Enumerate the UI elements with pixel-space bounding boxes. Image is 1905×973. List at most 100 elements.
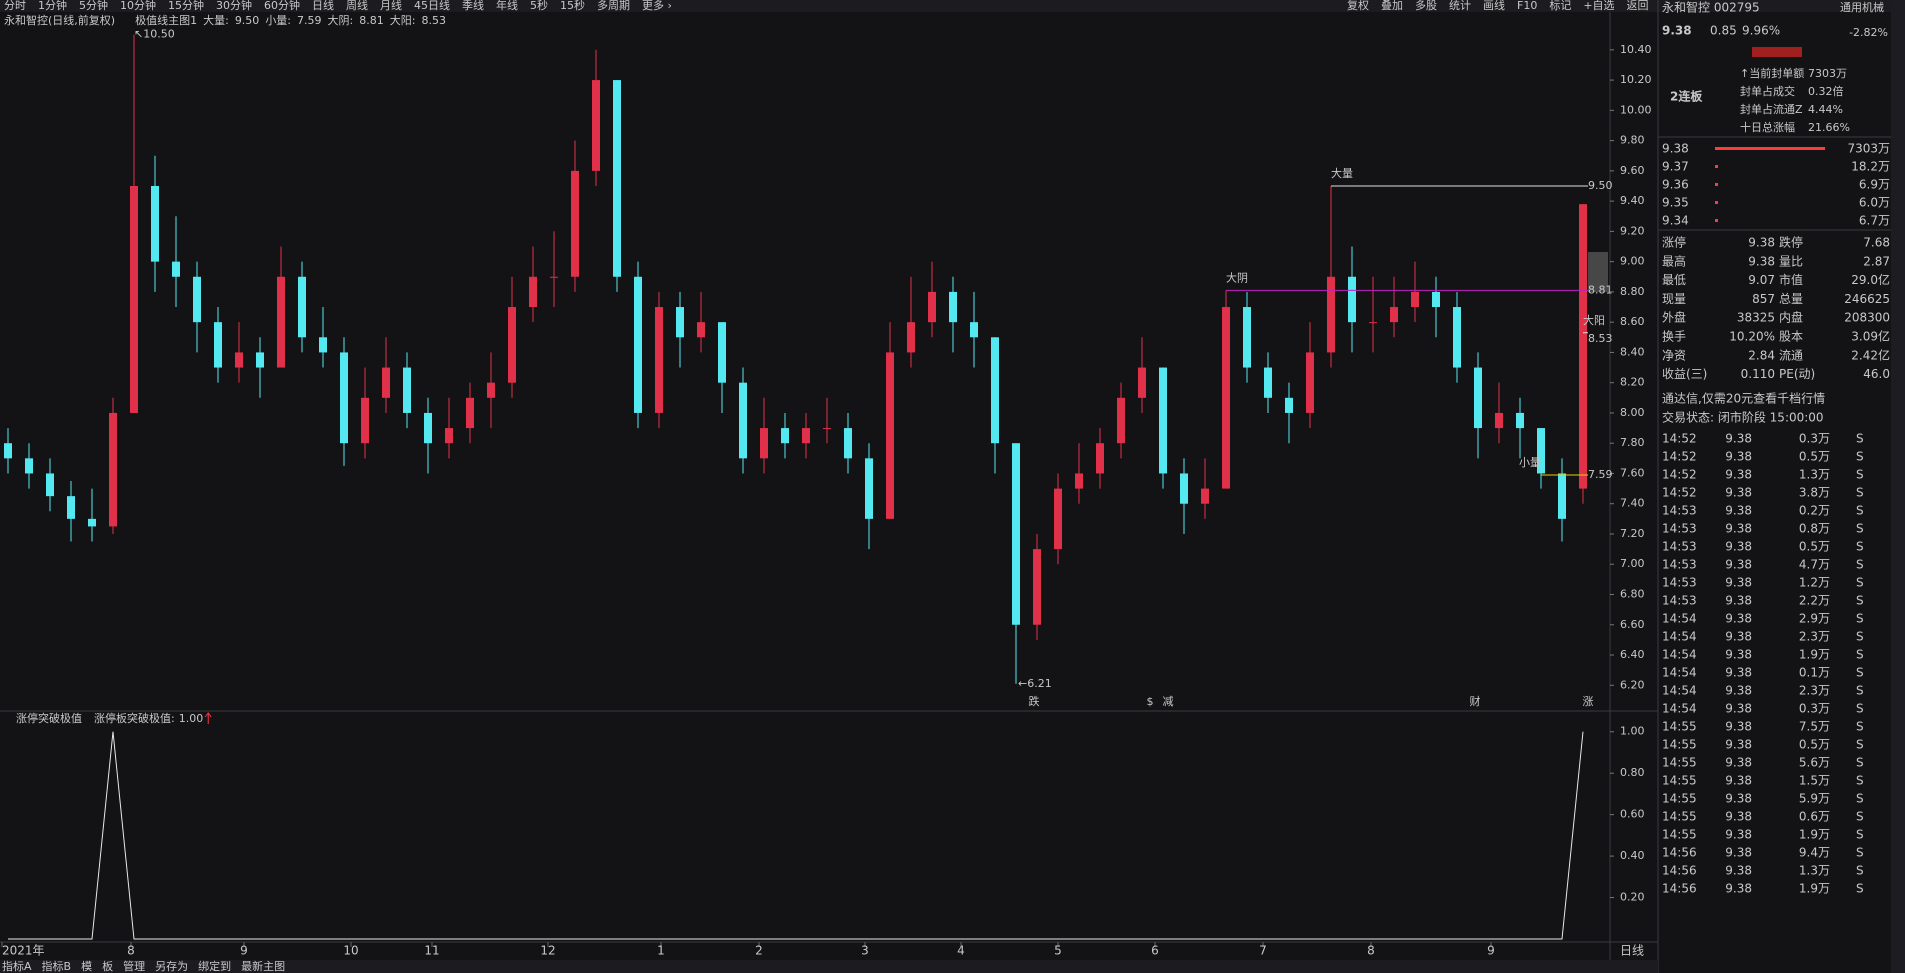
period-tab[interactable]: 1分钟 [38,0,67,12]
stat-label: 最高 [1662,253,1686,268]
candle-body [445,428,453,444]
candle-body [151,185,159,262]
book-volume: 6.9万 [1859,178,1890,192]
tick-time: 14:53 [1662,594,1697,608]
legend-value: 8.53 [421,14,446,27]
tick-side: S [1856,504,1864,518]
bottom-tab[interactable]: 另存为 [155,959,188,973]
bottom-tab[interactable]: 模 [81,960,92,973]
period-tab[interactable]: 年线 [496,0,518,12]
stat-value: 2.84 [1748,348,1775,362]
bottom-tab[interactable]: 指标B [42,959,72,973]
candle-body [1054,488,1062,550]
tool-button[interactable]: 多股 [1415,0,1437,12]
tick-time: 14:56 [1662,882,1697,896]
tick-price: 9.38 [1725,864,1752,878]
y-tick-label: 7.00 [1620,557,1645,570]
period-tab[interactable]: 季线 [462,0,484,12]
tool-button[interactable]: 返回 [1627,0,1649,12]
period-tab[interactable]: 周线 [346,0,368,12]
period-tab[interactable]: 30分钟 [216,0,252,12]
level-tag: 大阳 [1583,313,1605,327]
period-tab[interactable]: 日线 [312,0,334,12]
tick-price: 9.38 [1725,756,1752,770]
tick-time: 14:52 [1662,468,1697,482]
period-tab[interactable]: 15分钟 [168,0,204,12]
period-tab[interactable]: 45日线 [414,0,450,12]
stat-label: 股本 [1779,330,1803,344]
tick-price: 9.38 [1725,468,1752,482]
tool-button[interactable]: 叠加 [1381,0,1403,12]
y-tick-label: 9.40 [1620,194,1645,207]
price-marker-box [1588,252,1608,292]
tick-side: S [1856,738,1864,752]
period-tab[interactable]: 15秒 [560,0,585,12]
period-tab[interactable]: 5分钟 [79,0,108,12]
period-tab[interactable]: 60分钟 [264,0,300,12]
level-value: 8.81 [1588,283,1613,296]
tool-button[interactable]: 标记 [1549,0,1571,12]
y-tick-label: 9.20 [1620,224,1645,237]
legend-title: 永和智控(日线,前复权) [4,13,115,27]
y-tick-label: 9.80 [1620,134,1645,147]
stat-label: 换手 [1662,330,1686,344]
y-tick-label: 0.40 [1620,849,1645,862]
tick-side: S [1856,522,1864,536]
stat-label: 量比 [1779,254,1803,268]
candle-body [865,458,873,519]
tick-side: S [1856,576,1864,590]
period-tab[interactable]: 月线 [380,0,402,12]
bottom-tab[interactable]: 最新主图 [241,959,285,973]
x-tick-label: 12 [540,944,555,958]
seal-value: 0.32倍 [1808,84,1844,98]
tick-volume: 5.6万 [1799,756,1830,770]
period-tab[interactable]: 多周期 [597,0,630,12]
candle-body [214,322,222,368]
candle-body [340,352,348,444]
tick-volume: 1.3万 [1799,468,1830,482]
stat-label: 收益(三) [1662,367,1707,381]
seal-label: 十日总涨幅 [1740,120,1795,134]
book-price: 9.37 [1662,160,1689,174]
candle-body [277,276,285,368]
book-bar [1715,219,1718,222]
candle-body [1453,307,1461,368]
bottom-tab[interactable]: 指标A [2,959,32,973]
seal-label: 封单占流通Z [1740,102,1803,116]
y-tick-label: 10.20 [1620,73,1652,86]
streak: 2连板 [1670,89,1703,104]
tool-button[interactable]: +自选 [1583,0,1614,12]
tick-side: S [1856,828,1864,842]
candle-body [1579,204,1587,489]
candle-body [1033,549,1041,625]
tool-button[interactable]: 复权 [1347,0,1369,12]
tick-side: S [1856,666,1864,680]
period-tab[interactable]: 分时 [4,0,26,12]
tool-button[interactable]: 画线 [1483,0,1505,12]
candle-body [1096,443,1104,474]
level-value: 8.53 [1588,332,1613,345]
y-tick-label: 10.40 [1620,43,1652,56]
bottom-tab[interactable]: 板 [102,959,113,973]
period-tab[interactable]: 10分钟 [120,0,156,12]
candle-body [634,276,642,413]
book-price: 9.35 [1662,196,1689,210]
stat-label: 最低 [1662,273,1686,287]
bottom-tab[interactable]: 管理 [123,959,145,973]
tick-volume: 0.5万 [1799,738,1830,752]
tool-button[interactable]: 统计 [1449,0,1471,12]
period-tab[interactable]: 5秒 [530,0,548,12]
candle-body [676,307,684,338]
tool-button[interactable]: F10 [1517,0,1537,12]
x-tick-label: 4 [957,944,965,958]
tick-volume: 1.9万 [1799,648,1830,662]
tick-side: S [1856,432,1864,446]
candle-body [508,307,516,383]
book-bar [1715,183,1718,186]
indicator-value: 1.00 [179,712,204,725]
bottom-tab[interactable]: 绑定到 [198,959,231,973]
candle-body [571,170,579,277]
stat-value: 7.68 [1863,236,1890,250]
period-tab[interactable]: 更多 › [642,0,672,12]
candle-body [172,261,180,277]
